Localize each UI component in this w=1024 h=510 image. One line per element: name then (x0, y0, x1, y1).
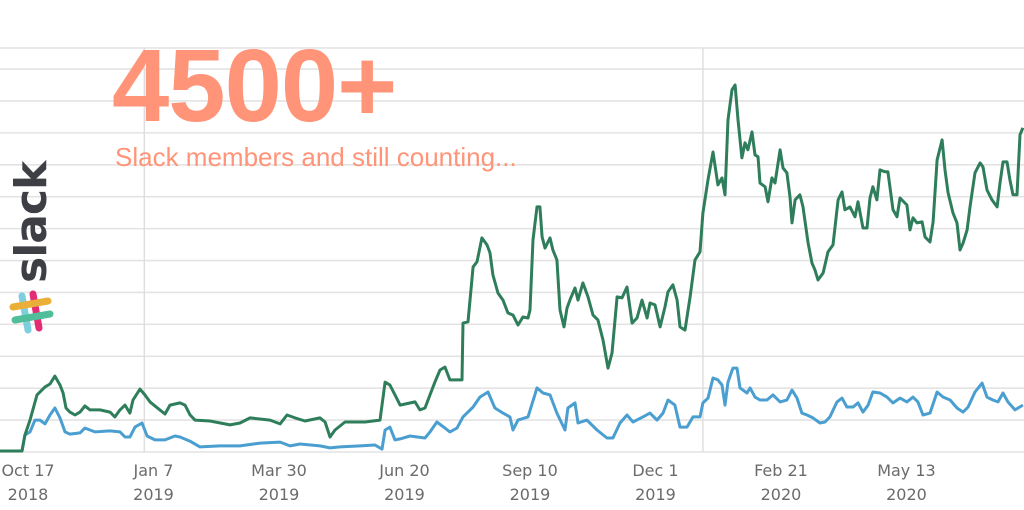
x-tick-year: 2019 (133, 485, 174, 504)
x-tick-label: Mar 30 (251, 461, 307, 480)
x-tick-label: Jun 20 (378, 461, 429, 480)
x-tick-year: 2019 (635, 485, 676, 504)
x-tick-label: Feb 21 (754, 461, 808, 480)
x-tick-label: Sep 10 (502, 461, 558, 480)
x-tick-year: 2020 (761, 485, 802, 504)
series-lines (0, 83, 1024, 453)
slack-hash-icon (9, 290, 54, 334)
x-axis-ticks: Oct 17 2018 Jan 7 2019 Mar 30 2019 Jun 20 2019 S… (1, 461, 935, 504)
x-tick-year: 2019 (510, 485, 551, 504)
x-tick-label: May 13 (877, 461, 936, 480)
x-tick-label: Jan 7 (133, 461, 174, 480)
blue-series-line (0, 366, 1024, 453)
x-tick-label: Dec 1 (632, 461, 678, 480)
x-tick-year: 2019 (384, 485, 425, 504)
member-count-headline: 4500+ (112, 28, 397, 143)
slack-wordmark: slack (6, 161, 57, 283)
x-tick-label: Oct 17 (1, 461, 54, 480)
member-count-subtitle: Slack members and still counting... (115, 142, 517, 172)
x-tick-year: 2018 (8, 485, 49, 504)
gridlines (0, 47, 1024, 453)
x-tick-year: 2019 (259, 485, 300, 504)
green-series-line (0, 83, 1024, 453)
x-tick-year: 2020 (886, 485, 927, 504)
